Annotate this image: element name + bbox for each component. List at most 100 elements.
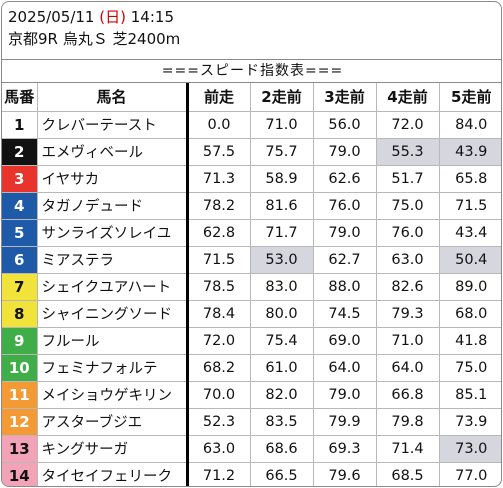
speed-index-r5: 71.5 — [438, 192, 501, 220]
speed-index-r5: 68.0 — [438, 300, 501, 328]
speed-index-r4: 55.3 — [375, 138, 439, 166]
table-row: 8 シャイニングソード 78.4 80.0 74.5 79.3 68.0 — [2, 300, 501, 328]
speed-index-r1: 78.4 — [185, 300, 250, 328]
speed-index-r1: 52.3 — [185, 408, 250, 436]
speed-index-r4: 66.8 — [375, 381, 439, 409]
speed-index-r2: 83.0 — [249, 273, 313, 301]
table-row: 1 クレバーテースト 0.0 71.0 56.0 72.0 84.0 — [2, 111, 501, 139]
race-header: 2025/05/11 (日) 14:15 京都9R 烏丸Ｓ 芝2400m — [8, 6, 180, 50]
speed-index-r2: 66.5 — [249, 462, 313, 486]
speed-index-r1: 62.8 — [185, 219, 250, 247]
speed-index-r2: 68.6 — [249, 435, 313, 463]
speed-index-r5: 89.0 — [438, 273, 501, 301]
speed-index-r5: 75.0 — [438, 354, 501, 382]
speed-index-r2: 71.7 — [249, 219, 313, 247]
speed-index-r4: 68.5 — [375, 462, 439, 486]
speed-index-r2: 83.5 — [249, 408, 313, 436]
horse-number: 1 — [2, 111, 37, 139]
speed-index-r2: 80.0 — [249, 300, 313, 328]
speed-index-r1: 57.5 — [185, 138, 250, 166]
speed-index-r2: 82.0 — [249, 381, 313, 409]
speed-index-r3: 79.0 — [312, 219, 376, 247]
speed-index-r2: 81.6 — [249, 192, 313, 220]
horse-name: シャイニングソード — [36, 300, 187, 328]
speed-index-r5: 84.0 — [438, 111, 501, 139]
table-title: ===スピード指数表=== — [2, 59, 501, 83]
speed-index-r2: 58.9 — [249, 165, 313, 193]
race-name: 京都9R 烏丸Ｓ 芝2400m — [8, 30, 181, 48]
speed-index-r2: 71.0 — [249, 111, 313, 139]
horse-number: 8 — [2, 300, 37, 328]
speed-index-r3: 74.5 — [312, 300, 376, 328]
speed-index-r1: 70.0 — [185, 381, 250, 409]
col-header-r1: 前走 — [185, 83, 250, 112]
table-row: 12 アスターブジエ 52.3 83.5 79.9 79.8 73.9 — [2, 408, 501, 436]
speed-index-r5: 43.4 — [438, 219, 501, 247]
speed-index-r2: 53.0 — [249, 246, 313, 274]
col-header-r3: 3走前 — [312, 83, 376, 112]
table-header-row: 馬番 馬名 前走 2走前 3走前 4走前 5走前 — [2, 83, 501, 112]
speed-index-r1: 71.5 — [185, 246, 250, 274]
horse-name: イヤサカ — [36, 165, 187, 193]
speed-index-r4: 51.7 — [375, 165, 439, 193]
speed-index-r1: 0.0 — [185, 111, 250, 139]
speed-index-r5: 43.9 — [438, 138, 501, 166]
horse-name: アスターブジエ — [36, 408, 187, 436]
horse-name: ミアステラ — [36, 246, 187, 274]
col-header-r4: 4走前 — [375, 83, 439, 112]
table-row: 9 フルール 72.0 75.4 69.0 71.0 41.8 — [2, 327, 501, 355]
col-header-name: 馬名 — [36, 83, 187, 112]
horse-name: シェイクユアハート — [36, 273, 187, 301]
speed-index-r1: 78.5 — [185, 273, 250, 301]
horse-number: 14 — [2, 462, 37, 486]
horse-number: 5 — [2, 219, 37, 247]
speed-index-r1: 71.3 — [185, 165, 250, 193]
table-row: 11 メイショウゲキリン 70.0 82.0 79.0 66.8 85.1 — [2, 381, 501, 409]
speed-index-r4: 79.8 — [375, 408, 439, 436]
table-row: 2 エメヴィベール 57.5 75.7 79.0 55.3 43.9 — [2, 138, 501, 166]
speed-index-r1: 78.2 — [185, 192, 250, 220]
speed-index-r5: 73.0 — [438, 435, 501, 463]
horse-name: メイショウゲキリン — [36, 381, 187, 409]
race-time: 14:15 — [130, 8, 174, 26]
speed-index-r4: 72.0 — [375, 111, 439, 139]
horse-name: クレバーテースト — [36, 111, 187, 139]
speed-index-r3: 79.9 — [312, 408, 376, 436]
table-row: 7 シェイクユアハート 78.5 83.0 88.0 82.6 89.0 — [2, 273, 501, 301]
horse-number: 2 — [2, 138, 37, 166]
speed-index-r1: 72.0 — [185, 327, 250, 355]
table-row: 5 サンライズソレイユ 62.8 71.7 79.0 76.0 43.4 — [2, 219, 501, 247]
speed-index-r5: 73.9 — [438, 408, 501, 436]
speed-index-r3: 76.0 — [312, 192, 376, 220]
speed-index-r3: 69.3 — [312, 435, 376, 463]
speed-index-r3: 79.0 — [312, 381, 376, 409]
horse-number: 7 — [2, 273, 37, 301]
horse-number: 9 — [2, 327, 37, 355]
speed-index-r4: 75.0 — [375, 192, 439, 220]
horse-name: エメヴィベール — [36, 138, 187, 166]
speed-index-r2: 75.4 — [249, 327, 313, 355]
horse-name: サンライズソレイユ — [36, 219, 187, 247]
speed-index-r3: 62.7 — [312, 246, 376, 274]
speed-index-r3: 79.0 — [312, 138, 376, 166]
race-date: 2025/05/11 — [8, 8, 95, 26]
horse-name: フルール — [36, 327, 187, 355]
table-row: 14 タイセイフェリーク 71.2 66.5 79.6 68.5 77.0 — [2, 462, 501, 486]
speed-index-r1: 71.2 — [185, 462, 250, 486]
horse-name: キングサーガ — [36, 435, 187, 463]
speed-index-r5: 65.8 — [438, 165, 501, 193]
speed-index-r5: 50.4 — [438, 246, 501, 274]
col-header-r2: 2走前 — [249, 83, 313, 112]
horse-name: フェミナフォルテ — [36, 354, 187, 382]
speed-index-r4: 71.0 — [375, 327, 439, 355]
speed-index-r3: 79.6 — [312, 462, 376, 486]
speed-index-r3: 56.0 — [312, 111, 376, 139]
speed-index-r2: 61.0 — [249, 354, 313, 382]
table-row: 13 キングサーガ 63.0 68.6 69.3 71.4 73.0 — [2, 435, 501, 463]
speed-index-r3: 62.6 — [312, 165, 376, 193]
horse-name: タイセイフェリーク — [36, 462, 187, 486]
speed-index-r1: 63.0 — [185, 435, 250, 463]
speed-index-r4: 63.0 — [375, 246, 439, 274]
speed-index-r3: 88.0 — [312, 273, 376, 301]
